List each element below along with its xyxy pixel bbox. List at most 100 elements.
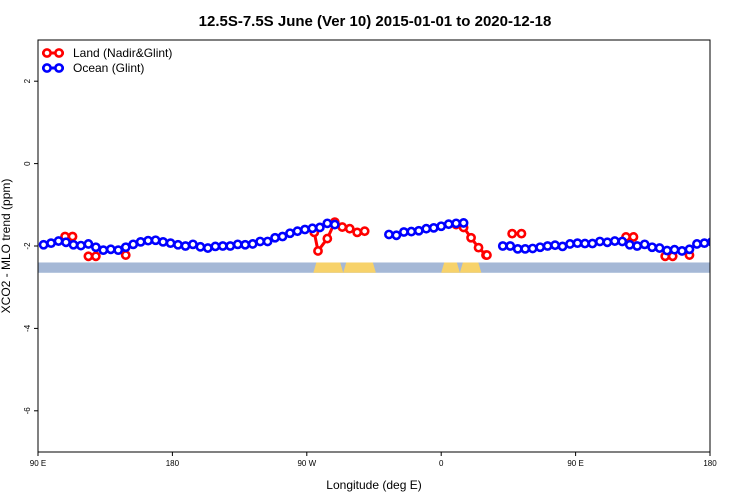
data-point	[512, 243, 523, 254]
data-point	[406, 226, 417, 237]
data-point	[195, 241, 206, 252]
data-point	[158, 236, 168, 247]
data-point	[173, 239, 183, 250]
data-point	[654, 243, 665, 253]
x-tick-label: 180	[166, 459, 180, 468]
data-point	[90, 242, 101, 253]
y-tick-label: -2	[23, 242, 32, 250]
data-point	[497, 241, 508, 251]
data-point	[105, 244, 116, 255]
land-band-segment	[441, 262, 460, 273]
data-point	[285, 228, 295, 239]
data-point	[723, 241, 730, 248]
data-point	[83, 251, 94, 262]
data-point	[398, 227, 409, 237]
data-point	[165, 238, 176, 249]
data-point	[535, 242, 546, 253]
data-point	[61, 237, 71, 248]
legend-label: Land (Nadir&Glint)	[73, 46, 172, 60]
data-point	[210, 241, 221, 252]
data-point	[692, 239, 702, 249]
series-layer	[38, 217, 738, 262]
legend-label: Ocean (Glint)	[73, 61, 144, 75]
series-ocean	[38, 218, 738, 256]
legend-item: Land (Nadir&Glint)	[42, 46, 172, 60]
data-point	[716, 240, 723, 247]
data-point	[662, 245, 672, 256]
data-point	[277, 231, 288, 242]
legend-marker	[42, 48, 52, 58]
data-point	[180, 241, 191, 251]
data-point	[507, 228, 518, 239]
data-point	[428, 222, 439, 233]
legend: Land (Nadir&Glint)Ocean (Glint)	[42, 46, 172, 75]
data-point	[624, 239, 635, 250]
data-point	[565, 239, 575, 249]
data-point	[67, 231, 78, 242]
data-point	[292, 226, 303, 237]
data-point	[628, 232, 639, 242]
legend-marker	[54, 63, 64, 73]
data-point	[609, 236, 620, 246]
data-point	[240, 239, 251, 250]
data-point	[150, 235, 161, 246]
data-point	[247, 239, 258, 249]
data-point	[587, 238, 598, 249]
land-band-segment	[313, 262, 344, 273]
data-point	[307, 223, 318, 234]
data-point	[322, 218, 333, 229]
x-axis-title: Longitude (deg E)	[326, 478, 421, 492]
data-point	[135, 236, 146, 247]
data-point	[76, 240, 86, 251]
data-point	[337, 222, 348, 232]
data-point	[458, 218, 469, 228]
legend-marker	[42, 63, 52, 73]
data-point	[421, 223, 432, 234]
data-point	[314, 222, 325, 233]
y-tick-label: 2	[23, 78, 32, 83]
y-axis: 2 0 -2 -4 -6	[23, 78, 38, 414]
data-point	[322, 233, 333, 244]
background-band	[38, 262, 710, 273]
y-tick-label: 0	[23, 161, 32, 166]
data-point	[516, 228, 527, 239]
land-band-segment	[459, 262, 482, 273]
data-point	[413, 225, 424, 236]
data-point	[83, 239, 94, 249]
data-point	[669, 244, 680, 255]
data-point	[90, 251, 101, 262]
data-point	[520, 243, 531, 254]
data-point	[68, 239, 79, 250]
x-tick-label: 0	[439, 459, 444, 468]
data-point	[225, 241, 236, 251]
x-tick-label: 90 E	[567, 459, 583, 468]
data-point	[572, 238, 583, 249]
data-point	[313, 246, 323, 256]
data-point	[300, 224, 310, 235]
data-point	[677, 246, 687, 256]
land-band-segment	[343, 262, 376, 273]
legend-marker	[54, 48, 64, 58]
data-point	[391, 230, 402, 241]
data-point	[188, 239, 198, 250]
legend-item: Ocean (Glint)	[42, 61, 144, 75]
data-point	[505, 241, 516, 251]
data-point	[384, 229, 394, 240]
data-point	[344, 223, 355, 234]
chart-title: 12.5S-7.5S June (Ver 10) 2015-01-01 to 2…	[199, 13, 552, 30]
data-point	[143, 235, 154, 246]
y-tick-label: -4	[23, 324, 32, 332]
data-point	[639, 239, 650, 250]
y-axis-title: XCO2 - MLO trend (ppm)	[0, 179, 13, 314]
data-point	[352, 227, 363, 238]
data-point	[482, 250, 492, 260]
data-point	[255, 236, 266, 247]
data-point	[473, 242, 484, 253]
data-point	[443, 219, 454, 230]
data-point	[128, 239, 139, 250]
data-point	[706, 237, 710, 247]
data-point	[580, 238, 590, 249]
data-point	[731, 240, 738, 247]
data-point	[120, 250, 131, 260]
